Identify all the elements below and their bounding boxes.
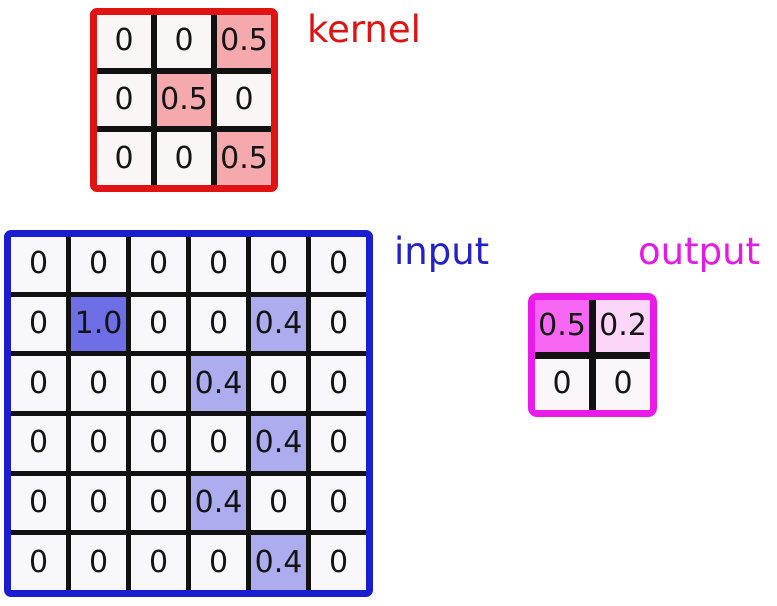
input-cell-r0c2: 0 bbox=[131, 237, 186, 292]
input-cell-r3c4: 0.4 bbox=[251, 416, 306, 471]
input-cell-r0c3: 0 bbox=[191, 237, 246, 292]
kernel-cell-r1c0: 0 bbox=[97, 73, 151, 127]
input-cell-r3c5: 0 bbox=[311, 416, 366, 471]
input-cell-r3c3: 0 bbox=[191, 416, 246, 471]
kernel-grid: 0 0 0.5 0 0.5 0 0 0 0.5 bbox=[90, 8, 278, 192]
input-cell-r4c4: 0 bbox=[251, 475, 306, 531]
input-cell-r3c1: 0 bbox=[71, 416, 126, 471]
input-cell-r4c0: 0 bbox=[11, 475, 66, 531]
kernel-cell-r1c2: 0 bbox=[217, 73, 271, 127]
input-cell-r1c3: 0 bbox=[191, 296, 246, 352]
kernel-cell-r1c1: 0.5 bbox=[157, 73, 211, 127]
input-cell-r5c5: 0 bbox=[311, 535, 366, 590]
input-cell-r1c4: 0.4 bbox=[251, 296, 306, 352]
input-cell-r4c3: 0.4 bbox=[191, 475, 246, 531]
input-cell-r4c2: 0 bbox=[131, 475, 186, 531]
input-cell-r5c1: 0 bbox=[71, 535, 126, 590]
input-cell-r0c4: 0 bbox=[251, 237, 306, 292]
input-cell-r1c0: 0 bbox=[11, 296, 66, 352]
kernel-label: kernel bbox=[307, 8, 421, 51]
input-cell-r3c0: 0 bbox=[11, 416, 66, 471]
input-cell-r2c2: 0 bbox=[131, 356, 186, 411]
output-cell-r1c0: 0 bbox=[535, 358, 589, 410]
kernel-cell-r2c0: 0 bbox=[97, 132, 151, 185]
input-cell-r4c5: 0 bbox=[311, 475, 366, 531]
kernel-cell-r0c0: 0 bbox=[97, 15, 151, 68]
output-label: output bbox=[638, 230, 761, 273]
output-cell-r0c0: 0.5 bbox=[535, 300, 589, 352]
input-cell-r5c0: 0 bbox=[11, 535, 66, 590]
input-cell-r2c0: 0 bbox=[11, 356, 66, 411]
kernel-cell-r0c1: 0 bbox=[157, 15, 211, 68]
input-cell-r4c1: 0 bbox=[71, 475, 126, 531]
kernel-cell-r2c2: 0.5 bbox=[217, 132, 271, 185]
input-cell-r2c5: 0 bbox=[311, 356, 366, 411]
output-cell-r0c1: 0.2 bbox=[596, 300, 650, 352]
input-cell-r5c2: 0 bbox=[131, 535, 186, 590]
input-grid: 0 0 0 0 0 0 0 1.0 0 0 0.4 0 0 0 0 0.4 0 0 0 0 0 0 0.4 0 0 0 0 0.4 0 0… bbox=[4, 230, 373, 597]
input-cell-r2c1: 0 bbox=[71, 356, 126, 411]
input-cell-r2c3: 0.4 bbox=[191, 356, 246, 411]
input-cell-r2c4: 0 bbox=[251, 356, 306, 411]
input-cell-r0c0: 0 bbox=[11, 237, 66, 292]
input-cell-r3c2: 0 bbox=[131, 416, 186, 471]
kernel-cell-r0c2: 0.5 bbox=[217, 15, 271, 68]
input-label: input bbox=[394, 230, 490, 273]
input-cell-r0c1: 0 bbox=[71, 237, 126, 292]
input-cell-r1c5: 0 bbox=[311, 296, 366, 352]
input-cell-r1c1: 1.0 bbox=[71, 296, 126, 352]
input-cell-r5c4: 0.4 bbox=[251, 535, 306, 590]
input-cell-r0c5: 0 bbox=[311, 237, 366, 292]
output-grid: 0.5 0.2 0 0 bbox=[528, 293, 657, 417]
input-cell-r1c2: 0 bbox=[131, 296, 186, 352]
kernel-cell-r2c1: 0 bbox=[157, 132, 211, 185]
input-cell-r5c3: 0 bbox=[191, 535, 246, 590]
output-cell-r1c1: 0 bbox=[596, 358, 650, 410]
